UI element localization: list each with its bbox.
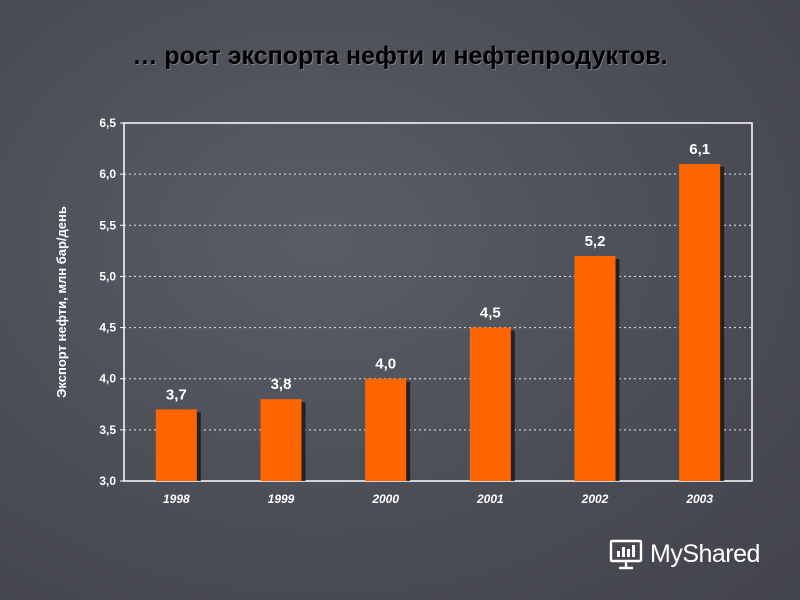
bar-2002	[574, 255, 616, 481]
x-tick-label: 1998	[163, 492, 190, 506]
y-tick-label: 3,0	[99, 474, 116, 488]
y-tick-label: 4,0	[99, 372, 116, 386]
y-tick-label: 3,5	[99, 423, 116, 437]
bars	[155, 163, 725, 481]
slide-title: … рост экспорта нефти и нефтепродуктов.	[132, 42, 668, 70]
y-tick-label: 6,0	[99, 167, 116, 181]
watermark-text: MyShared	[650, 539, 760, 568]
data-label: 6,1	[689, 141, 710, 158]
y-tick-label: 5,5	[99, 218, 116, 232]
bar-2000	[365, 378, 407, 481]
y-tick-label: 5,0	[99, 269, 116, 283]
x-tick-label: 2001	[476, 492, 504, 506]
x-axis-ticks: 1998 1999 2000 2001 2002 2003	[163, 492, 713, 506]
grid-lines	[124, 173, 752, 431]
data-label: 4,5	[480, 305, 501, 322]
presentation-board-icon	[609, 539, 643, 570]
x-tick-label: 2002	[581, 492, 609, 506]
x-tick-label: 2003	[685, 492, 713, 506]
bar-1999	[260, 399, 302, 481]
bar-1998	[155, 409, 197, 481]
x-tick-label: 2000	[371, 492, 399, 506]
y-axis-ticks: 3,0 3,5 4,0 4,5 5,0 5,5 6,0 6,5	[99, 116, 124, 488]
data-labels: 3,7 3,8 4,0 4,5 5,2 6,1	[166, 141, 710, 403]
data-label: 3,8	[271, 376, 292, 393]
data-label: 3,7	[166, 386, 187, 403]
plot-area-frame	[123, 122, 753, 482]
data-label: 4,0	[375, 356, 396, 373]
y-tick-label: 4,5	[99, 321, 116, 335]
bar-2003	[679, 163, 721, 481]
y-axis-label: Экспорт нефти, млн бар/день	[54, 206, 69, 398]
watermark: MyShared	[608, 536, 760, 572]
x-tick-label: 1999	[268, 492, 295, 506]
bar-2001	[469, 327, 511, 481]
data-label: 5,2	[585, 233, 606, 250]
y-tick-label: 6,5	[99, 116, 116, 130]
